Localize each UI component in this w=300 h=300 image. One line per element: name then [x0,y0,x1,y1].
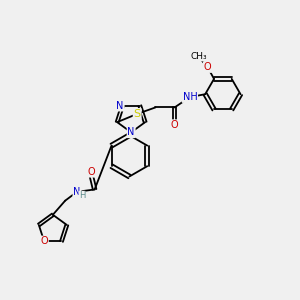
Text: CH₃: CH₃ [191,52,208,61]
Text: O: O [204,62,212,72]
Text: O: O [40,236,48,246]
Text: N: N [73,187,81,197]
Text: H: H [79,191,85,200]
Text: N: N [128,127,135,137]
Text: NH: NH [182,92,197,102]
Text: O: O [171,120,178,130]
Text: S: S [134,109,141,119]
Text: N: N [116,101,124,111]
Text: O: O [87,167,95,177]
